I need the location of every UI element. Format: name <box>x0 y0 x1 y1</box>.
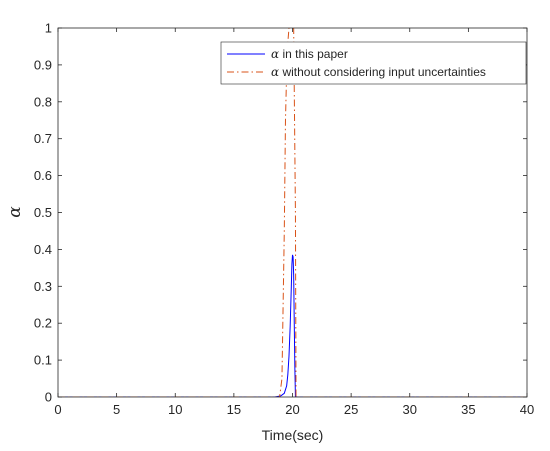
y-tick-label: 0 <box>45 390 52 405</box>
x-tick-label: 0 <box>54 402 61 417</box>
legend: α in this paper α without considering inp… <box>220 41 527 85</box>
y-tick-label: 0.4 <box>34 242 52 257</box>
x-tick-label: 25 <box>344 402 358 417</box>
legend-box <box>220 41 527 85</box>
x-tick-label: 10 <box>168 402 182 417</box>
x-tick-label: 5 <box>113 402 120 417</box>
y-tick-label: 0.7 <box>34 131 52 146</box>
x-tick-label: 35 <box>461 402 475 417</box>
y-tick-label: 0.1 <box>34 353 52 368</box>
legend-label-1: α in this paper <box>271 47 348 61</box>
x-tick-label: 15 <box>227 402 241 417</box>
plot-area <box>58 28 527 397</box>
x-tick-label: 40 <box>520 402 534 417</box>
x-tick-label: 20 <box>285 402 299 417</box>
y-tick-label: 0.2 <box>34 316 52 331</box>
y-tick-label: 1 <box>45 21 52 36</box>
y-axis-label: α <box>5 206 25 218</box>
y-tick-label: 0.5 <box>34 205 52 220</box>
x-tick-label: 30 <box>403 402 417 417</box>
y-tick-label: 0.8 <box>34 94 52 109</box>
x-axis-label: Time(sec) <box>262 427 324 443</box>
y-tick-label: 0.9 <box>34 57 52 72</box>
y-tick-label: 0.6 <box>34 168 52 183</box>
legend-label-2: α without considering input uncertaintie… <box>271 65 486 79</box>
y-tick-label: 0.3 <box>34 279 52 294</box>
